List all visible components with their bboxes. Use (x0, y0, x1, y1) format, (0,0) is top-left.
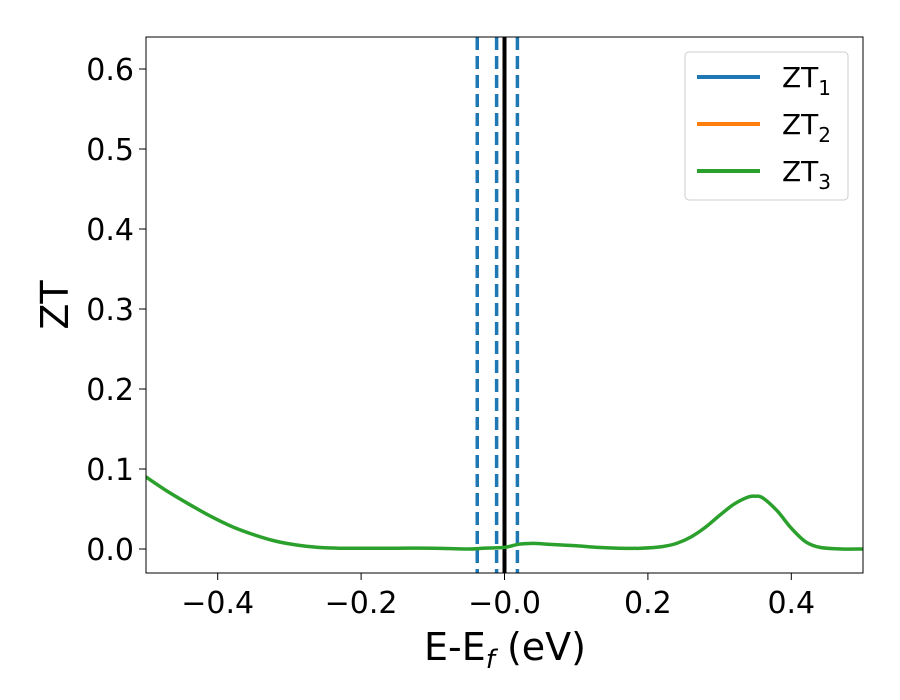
y-tick-label: 0.5 (86, 133, 134, 168)
y-axis-label: ZT (33, 280, 77, 330)
legend-label-zt1: ZT1 (782, 61, 831, 100)
y-tick-label: 0.2 (86, 373, 134, 408)
legend-label-name: ZT (782, 155, 819, 188)
y-tick-label: 0.1 (86, 453, 134, 488)
x-axis-label: E-Ef (eV) (424, 625, 586, 675)
x-tick-label: −0.2 (325, 586, 398, 621)
series-line-zt3 (146, 475, 863, 551)
y-tick-label: 0.3 (86, 293, 134, 328)
legend-label-subscript: 3 (818, 170, 831, 194)
legend-frame (684, 51, 849, 201)
legend-label-name: ZT (782, 108, 819, 141)
x-tick-label: −0.4 (181, 586, 254, 621)
x-tick-label: −0.0 (468, 586, 541, 621)
y-tick-label: 0.6 (86, 53, 134, 88)
legend-label-zt2: ZT2 (782, 108, 831, 147)
y-tick-label: 0.4 (86, 213, 134, 248)
x-tick-label: 0.4 (767, 586, 815, 621)
legend-label-subscript: 1 (818, 76, 831, 100)
x-tick-label: 0.2 (624, 586, 672, 621)
legend-label-zt3: ZT3 (782, 155, 831, 194)
y-tick-label: 0.0 (86, 533, 134, 568)
x-axis-label-main: E-E (424, 625, 486, 669)
x-axis-label-tail: (eV) (495, 625, 586, 669)
legend-label-subscript: 2 (818, 123, 831, 147)
legend-label-name: ZT (782, 61, 819, 94)
